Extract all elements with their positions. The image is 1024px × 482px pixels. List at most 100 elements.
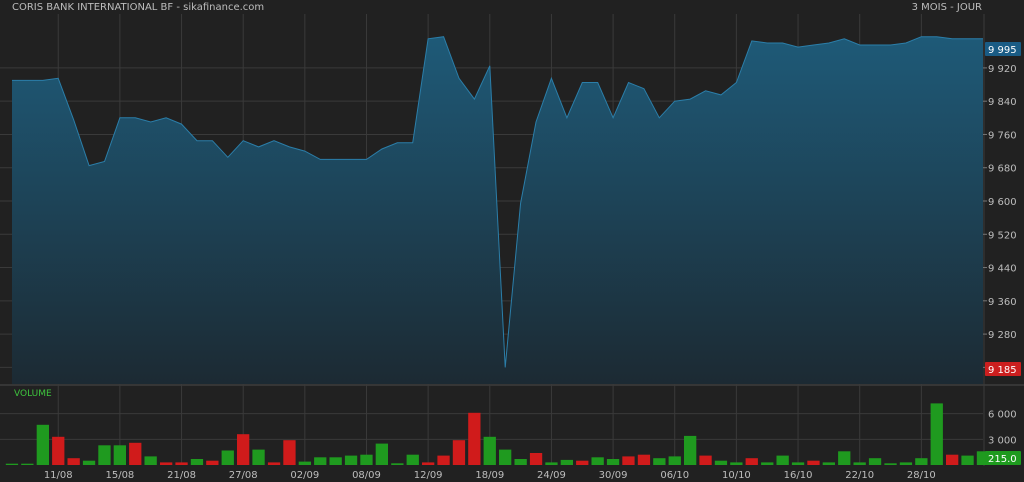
volume-bar	[576, 460, 589, 465]
volume-bars	[5, 403, 990, 465]
volume-bar	[344, 455, 358, 465]
volume-bar	[391, 463, 404, 465]
volume-bar	[514, 459, 527, 465]
volume-bar	[653, 458, 666, 465]
x-tick-label: 18/09	[475, 470, 504, 481]
volume-bar	[314, 457, 327, 465]
last-volume-badge: 215.0	[985, 451, 1021, 465]
volume-bar	[776, 455, 789, 465]
x-tick-label: 21/08	[167, 470, 196, 481]
volume-bar	[221, 450, 234, 465]
volume-bar	[884, 463, 897, 465]
volume-bar	[129, 442, 142, 465]
volume-bar	[360, 454, 373, 465]
svg-text:9 995: 9 995	[988, 45, 1017, 56]
volume-bar	[668, 456, 681, 465]
period-label[interactable]: 3 MOIS - JOUR	[911, 2, 982, 13]
volume-bar	[267, 462, 281, 465]
chart-title: CORIS BANK INTERNATIONAL BF - sikafinanc…	[12, 2, 265, 13]
volume-bar	[606, 459, 620, 465]
last-price-badge: 9 995	[985, 42, 1021, 56]
volume-bar	[961, 455, 974, 465]
volume-bar	[560, 459, 573, 465]
volume-bar	[298, 461, 311, 465]
volume-bar	[437, 455, 450, 465]
x-tick-label: 28/10	[907, 470, 936, 481]
y-tick-label: 9 840	[988, 97, 1017, 108]
volume-bar	[283, 440, 296, 465]
volume-bar	[406, 454, 419, 465]
volume-title: VOLUME	[14, 389, 52, 399]
x-tick-label: 27/08	[229, 470, 258, 481]
volume-bar	[745, 458, 758, 465]
x-axis-ticks: 11/08 15/08 21/08 27/08 02/09 08/09 12/09 18/09…	[44, 470, 936, 481]
x-tick-label: 30/09	[599, 470, 628, 481]
volume-bar	[499, 449, 512, 465]
volume-bar	[422, 462, 435, 465]
volume-bar	[761, 462, 774, 465]
y-tick-label: 9 680	[988, 164, 1017, 175]
volume-bar	[5, 463, 19, 465]
volume-bar	[807, 460, 820, 465]
volume-bar	[946, 454, 959, 465]
x-tick-label: 11/08	[44, 470, 73, 481]
volume-bar	[375, 443, 388, 465]
volume-bar	[730, 462, 743, 465]
volume-bar	[237, 434, 250, 465]
svg-text:215.0: 215.0	[988, 454, 1017, 465]
volume-bar	[868, 458, 882, 465]
volume-bar	[36, 424, 49, 465]
svg-text:9 185: 9 185	[988, 365, 1017, 376]
x-tick-label: 16/10	[784, 470, 813, 481]
volume-bar	[160, 462, 173, 465]
y-tick-label: 9 360	[988, 297, 1017, 308]
x-tick-label: 02/09	[290, 470, 319, 481]
x-tick-label: 24/09	[537, 470, 566, 481]
volume-bar	[838, 451, 851, 465]
y-tick-label: 9 440	[988, 264, 1017, 275]
price-area	[12, 36, 983, 384]
volume-bar	[175, 462, 188, 465]
y-tick-label: 9 920	[988, 64, 1017, 75]
volume-bar	[591, 457, 604, 465]
volume-bar	[529, 453, 543, 465]
price-line	[12, 36, 983, 368]
volume-tick-label: 6 000	[988, 410, 1017, 421]
x-tick-label: 08/09	[352, 470, 381, 481]
y-tick-label: 9 760	[988, 130, 1017, 141]
volume-bar	[52, 436, 65, 465]
volume-bar	[545, 462, 558, 465]
volume-bar	[483, 436, 496, 465]
x-tick-label: 10/10	[722, 470, 751, 481]
volume-tick-label: 3 000	[988, 435, 1017, 446]
volume-bar	[853, 462, 866, 465]
y-tick-label: 9 520	[988, 230, 1017, 241]
volume-bar	[915, 458, 928, 465]
x-tick-label: 12/09	[414, 470, 443, 481]
volume-bar	[791, 462, 805, 465]
x-tick-label: 15/08	[105, 470, 134, 481]
volume-bar	[113, 445, 126, 465]
volume-bar	[714, 460, 728, 465]
volume-bar	[699, 455, 712, 465]
y-tick-label: 9 280	[988, 330, 1017, 341]
volume-bar	[21, 463, 34, 465]
volume-bar	[190, 459, 204, 465]
volume-bar	[82, 460, 96, 465]
volume-bar	[930, 403, 943, 465]
y-tick-label: 9 600	[988, 197, 1017, 208]
volume-bar	[822, 462, 835, 465]
volume-bar	[684, 435, 697, 465]
volume-bar	[622, 456, 635, 465]
volume-bar	[452, 440, 466, 465]
volume-bar	[206, 460, 219, 465]
volume-bar	[899, 462, 913, 465]
volume-bar	[144, 456, 157, 465]
volume-bar	[67, 458, 80, 465]
volume-bar	[329, 457, 342, 465]
x-tick-label: 22/10	[845, 470, 874, 481]
x-tick-label: 06/10	[660, 470, 689, 481]
volume-bar	[468, 412, 481, 465]
